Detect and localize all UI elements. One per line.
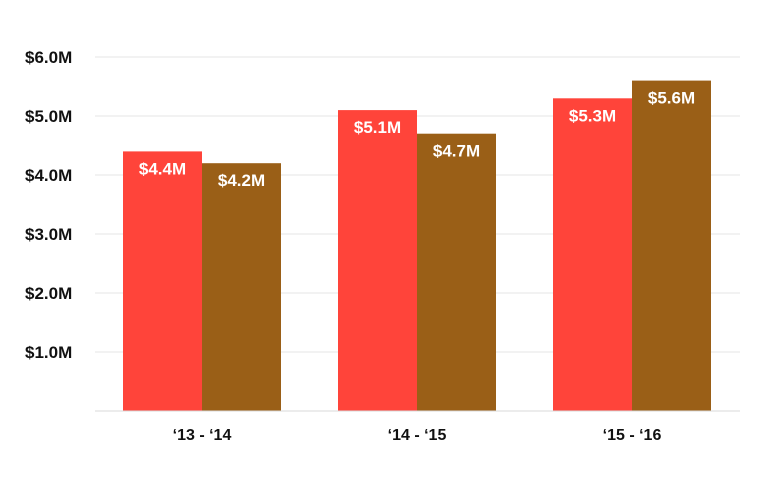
x-axis-category-labels: ‘13 - ‘14 ‘14 - ‘15 ‘15 - ‘16 [173, 427, 662, 444]
x-category-label: ‘13 - ‘14 [173, 427, 232, 444]
bar-series2-2 [417, 133, 496, 411]
bar-data-label: $4.4M [139, 159, 186, 178]
y-axis-tick-labels: $1.0M $2.0M $3.0M $4.0M $5.0M $6.0M [25, 48, 72, 362]
y-tick-label: $5.0M [25, 107, 72, 126]
y-tick-label: $1.0M [25, 343, 72, 362]
bar-data-label: $4.2M [218, 171, 265, 190]
bar-series1-1 [123, 151, 202, 411]
bars [123, 80, 711, 412]
bar-series1-2 [338, 110, 417, 411]
bar-series2-3 [632, 80, 711, 411]
bar-data-label: $4.7M [433, 142, 480, 161]
x-category-label: ‘14 - ‘15 [388, 427, 447, 444]
y-tick-label: $6.0M [25, 48, 72, 67]
bar-data-label: $5.6M [648, 89, 695, 108]
x-category-label: ‘15 - ‘16 [603, 427, 662, 444]
bar-series1-3 [553, 98, 632, 412]
y-tick-label: $3.0M [25, 225, 72, 244]
bar-data-label: $5.3M [569, 106, 616, 125]
bar-data-label: $5.1M [354, 118, 401, 137]
bar-data-labels: $4.4M $4.2M $5.1M $4.7M $5.3M $5.6M [139, 89, 695, 191]
y-tick-label: $4.0M [25, 166, 72, 185]
y-tick-label: $2.0M [25, 284, 72, 303]
bar-series2-1 [202, 163, 281, 411]
